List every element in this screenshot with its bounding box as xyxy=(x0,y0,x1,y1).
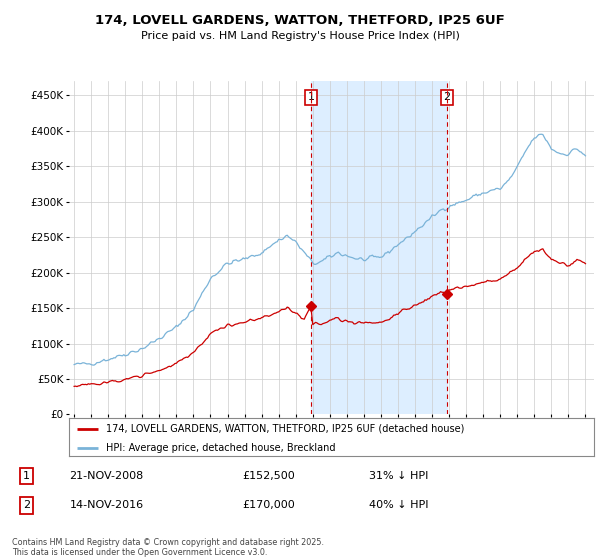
Text: 31% ↓ HPI: 31% ↓ HPI xyxy=(369,471,428,480)
Text: £152,500: £152,500 xyxy=(242,471,295,480)
Text: 2: 2 xyxy=(443,92,451,102)
Text: 174, LOVELL GARDENS, WATTON, THETFORD, IP25 6UF: 174, LOVELL GARDENS, WATTON, THETFORD, I… xyxy=(95,14,505,27)
Bar xyxy=(311,81,447,414)
Text: Contains HM Land Registry data © Crown copyright and database right 2025.
This d: Contains HM Land Registry data © Crown c… xyxy=(12,538,324,557)
Text: 174, LOVELL GARDENS, WATTON, THETFORD, IP25 6UF (detached house): 174, LOVELL GARDENS, WATTON, THETFORD, I… xyxy=(106,424,464,434)
Text: HPI: Average price, detached house, Breckland: HPI: Average price, detached house, Brec… xyxy=(106,443,335,453)
Text: £170,000: £170,000 xyxy=(242,501,295,510)
Text: 14-NOV-2016: 14-NOV-2016 xyxy=(70,501,144,510)
Text: Price paid vs. HM Land Registry's House Price Index (HPI): Price paid vs. HM Land Registry's House … xyxy=(140,31,460,41)
Text: 2: 2 xyxy=(23,501,30,510)
Text: 1: 1 xyxy=(23,471,30,480)
Text: 40% ↓ HPI: 40% ↓ HPI xyxy=(369,501,428,510)
Text: 21-NOV-2008: 21-NOV-2008 xyxy=(70,471,144,480)
Text: 1: 1 xyxy=(307,92,314,102)
